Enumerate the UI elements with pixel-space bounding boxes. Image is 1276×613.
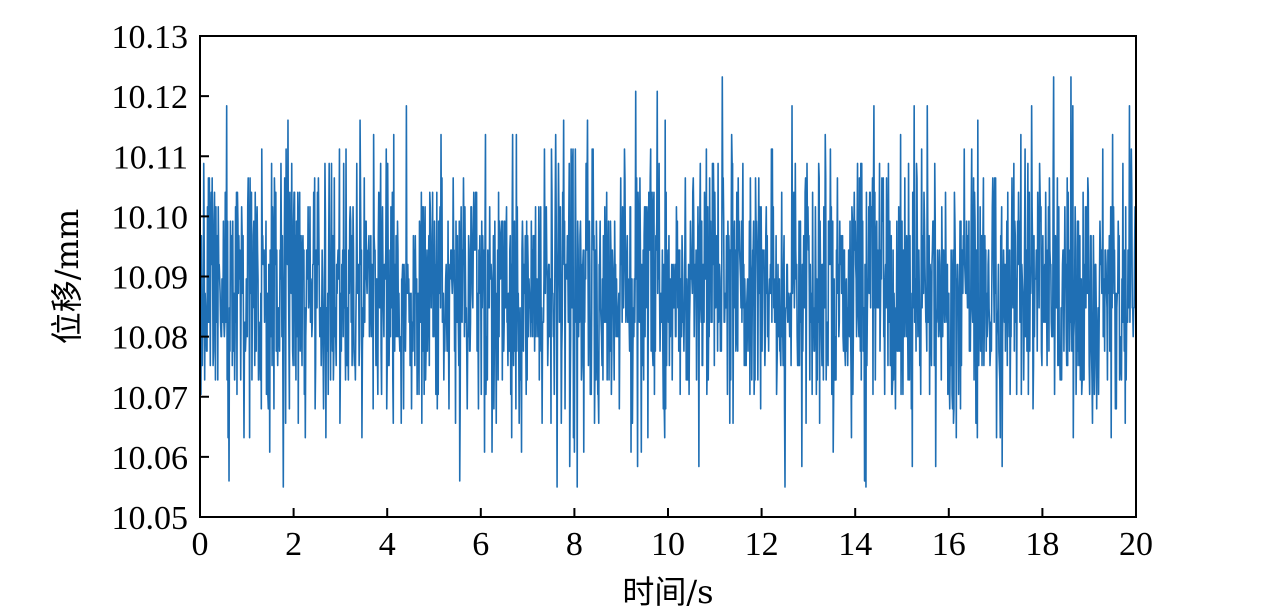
x-tick-label: 14 xyxy=(838,526,872,563)
x-tick-label: 18 xyxy=(1025,526,1059,563)
y-tick-label: 10.13 xyxy=(112,19,189,56)
x-tick-label: 12 xyxy=(745,526,779,563)
x-tick-label: 8 xyxy=(566,526,583,563)
y-tick-label: 10.08 xyxy=(112,320,189,357)
x-tick-label: 20 xyxy=(1119,526,1153,563)
x-tick-label: 2 xyxy=(285,526,302,563)
y-tick-label: 10.06 xyxy=(112,440,189,477)
y-tick-label: 10.11 xyxy=(113,139,188,176)
y-tick-label: 10.07 xyxy=(112,380,189,417)
x-axis-label: 时间/s xyxy=(622,573,713,611)
y-tick-label: 10.12 xyxy=(112,79,189,116)
displacement-series-line xyxy=(199,76,1137,488)
x-tick-label: 0 xyxy=(192,526,209,563)
y-axis: 10.05 10.06 10.07 10.08 10.09 10.10 10.11 10.12… xyxy=(112,19,209,537)
y-axis-label: 位移/mm xyxy=(48,209,86,344)
x-axis: 0 2 4 6 8 10 12 14 16 18 20 xyxy=(192,508,1153,563)
series-layer xyxy=(199,76,1137,488)
x-tick-label: 6 xyxy=(472,526,489,563)
y-tick-label: 10.05 xyxy=(112,500,189,537)
y-tick-label: 10.10 xyxy=(112,199,189,236)
y-tick-label: 10.09 xyxy=(112,260,189,297)
x-tick-label: 10 xyxy=(651,526,685,563)
x-tick-label: 16 xyxy=(932,526,966,563)
x-tick-label: 4 xyxy=(379,526,396,563)
